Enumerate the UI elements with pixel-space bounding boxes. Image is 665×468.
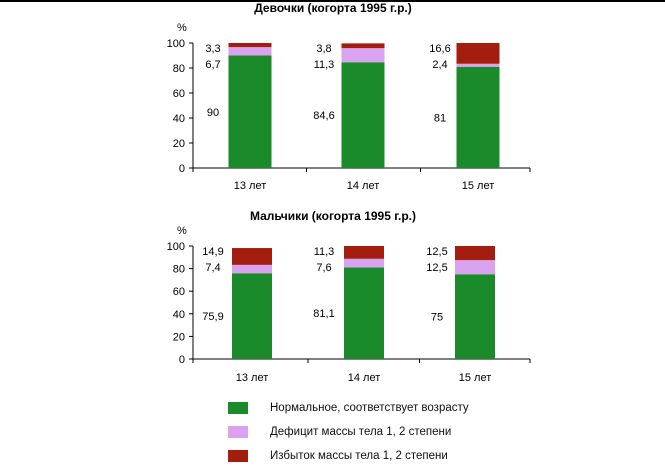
bar-segment-boys-normal (455, 274, 495, 359)
bar-segment-girls-normal (456, 66, 500, 168)
legend-swatch-excess (228, 450, 248, 462)
data-label-boys-deficit: 7,6 (316, 262, 331, 274)
y-tick-label-boys: 80 (173, 264, 185, 276)
y-axis-unit-girls: % (177, 22, 187, 34)
y-tick-label-girls: 60 (173, 88, 185, 100)
legend-label-excess: Избыток массы тела 1, 2 степени (270, 450, 448, 462)
bar-segment-boys-excess (232, 248, 272, 265)
y-tick-label-girls: 20 (173, 138, 185, 150)
data-label-girls-excess: 3,3 (205, 43, 220, 55)
data-label-girls-deficit: 11,3 (314, 59, 335, 71)
x-tick-label-girls: 15 лет (462, 180, 495, 192)
legend-swatch-deficit (228, 426, 248, 438)
data-label-boys-deficit: 12,5 (426, 262, 447, 274)
chart-title-girls: Девочки (когорта 1995 г.р.) (254, 1, 412, 15)
bar-segment-girls-deficit (341, 48, 385, 63)
bar-segment-boys-deficit (455, 260, 495, 275)
data-label-girls-normal: 90 (207, 107, 219, 119)
bar-segment-boys-normal (344, 267, 384, 359)
bar-segment-boys-excess (344, 246, 384, 259)
x-tick-label-boys: 13 лет (236, 372, 269, 384)
x-tick-label-girls: 13 лет (234, 180, 267, 192)
y-tick-label-boys: 20 (173, 331, 185, 343)
y-axis-unit-boys: % (177, 225, 187, 237)
chart-title-boys: Мальчики (когорта 1995 г.р.) (250, 209, 416, 223)
bar-segment-girls-deficit (456, 63, 500, 67)
y-tick-label-boys: 40 (173, 309, 185, 321)
data-label-girls-excess: 16,6 (429, 43, 450, 55)
y-tick-label-girls: 40 (173, 113, 185, 125)
legend-item-excess: Избыток массы тела 1, 2 степени (228, 444, 469, 468)
data-label-girls-normal: 84,6 (313, 110, 334, 122)
bar-segment-boys-deficit (232, 264, 272, 274)
bar-segment-girls-normal (341, 62, 385, 168)
bar-segment-boys-deficit (344, 258, 384, 268)
legend-swatch-normal (228, 402, 248, 414)
legend-item-normal: Нормальное, соответствует возрасту (228, 396, 469, 420)
y-tick-label-boys: 0 (179, 354, 185, 366)
x-tick-label-boys: 14 лет (348, 372, 381, 384)
bar-segment-girls-excess (341, 43, 385, 49)
bar-segment-girls-normal (228, 55, 272, 168)
data-label-boys-excess: 11,3 (314, 246, 335, 258)
bar-segment-girls-deficit (228, 47, 272, 56)
legend-label-normal: Нормальное, соответствует возрасту (270, 402, 469, 414)
data-label-girls-normal: 81 (434, 112, 446, 124)
legend-label-deficit: Дефицит массы тела 1, 2 степени (270, 426, 452, 438)
bar-segment-boys-excess (455, 246, 495, 261)
legend-item-deficit: Дефицит массы тела 1, 2 степени (228, 420, 469, 444)
data-label-boys-deficit: 7,4 (205, 262, 220, 274)
data-label-boys-normal: 81,1 (313, 308, 334, 320)
data-label-boys-excess: 12,5 (426, 246, 447, 258)
data-label-girls-deficit: 2,4 (432, 59, 447, 71)
top-border-line (0, 0, 665, 2)
bar-segment-girls-excess (228, 43, 272, 48)
data-label-boys-excess: 14,9 (202, 246, 223, 258)
bar-segment-girls-excess (456, 43, 500, 64)
legend: Нормальное, соответствует возрасту Дефиц… (228, 396, 469, 468)
y-tick-label-boys: 60 (173, 286, 185, 298)
y-tick-label-girls: 80 (173, 63, 185, 75)
x-tick-label-girls: 14 лет (347, 180, 380, 192)
bar-segment-boys-normal (232, 273, 272, 359)
data-label-girls-excess: 3,8 (316, 43, 331, 55)
y-tick-label-boys: 100 (167, 241, 185, 253)
x-tick-label-boys: 15 лет (459, 372, 492, 384)
y-tick-label-girls: 0 (179, 163, 185, 175)
data-label-girls-deficit: 6,7 (205, 59, 220, 71)
data-label-boys-normal: 75,9 (202, 311, 223, 323)
y-tick-label-girls: 100 (167, 38, 185, 50)
data-label-boys-normal: 75 (431, 312, 443, 324)
